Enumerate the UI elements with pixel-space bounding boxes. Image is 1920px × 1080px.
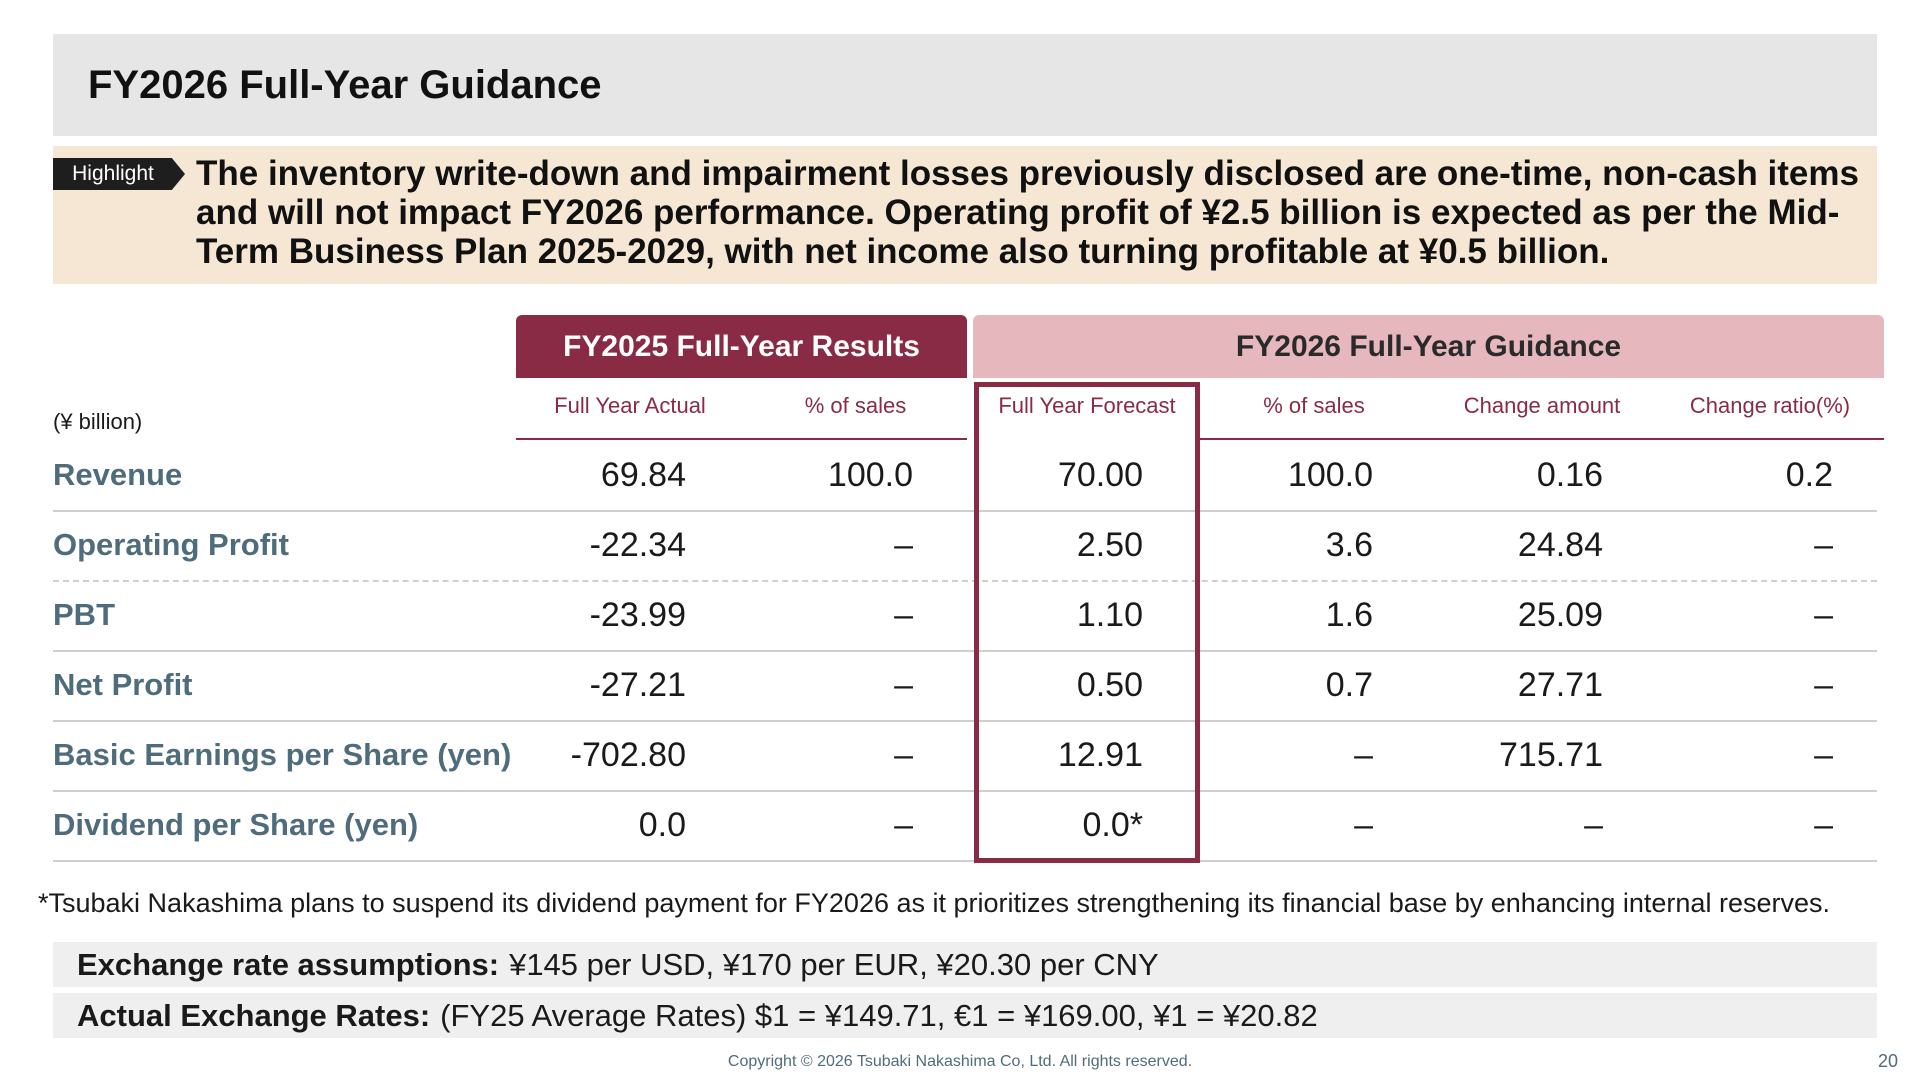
row-label: Operating Profit: [53, 527, 289, 562]
cell-full-year-actual: -23.99: [589, 596, 686, 634]
row-label: Revenue: [53, 457, 183, 492]
cell-change-amount: –: [1584, 806, 1603, 844]
cell-pct-sales-forecast: 0.7: [1325, 666, 1373, 704]
fx-actual-label: Actual Exchange Rates:: [77, 997, 431, 1033]
cell-change-ratio: –: [1814, 596, 1833, 634]
cell-full-year-forecast: 2.50: [1076, 526, 1143, 564]
col-header-pct-sales-actual: % of sales: [804, 393, 907, 418]
cell-pct-sales-forecast: –: [1354, 806, 1373, 844]
cell-change-amount: 27.71: [1517, 666, 1603, 704]
cell-change-ratio: –: [1814, 526, 1833, 564]
copyright: Copyright © 2026 Tsubaki Nakashima Co, L…: [727, 1053, 1193, 1070]
cell-pct-sales-actual: 100.0: [827, 456, 913, 494]
cell-pct-sales-actual: –: [894, 736, 913, 774]
table-row: Operating Profit -22.34 – 2.50 3.6 24.84…: [53, 510, 1884, 580]
table-row: Basic Earnings per Share (yen) -702.80 –…: [53, 720, 1884, 790]
cell-change-amount: 25.09: [1517, 596, 1603, 634]
cell-change-ratio: –: [1814, 736, 1833, 774]
col-header-full-year-actual: Full Year Actual: [554, 393, 706, 418]
cell-pct-sales-forecast: 1.6: [1325, 596, 1373, 634]
cell-pct-sales-forecast: 100.0: [1287, 456, 1373, 494]
cell-full-year-forecast: 0.0*: [1082, 806, 1144, 844]
row-divider: [53, 860, 1877, 862]
cell-full-year-actual: 0.0: [638, 806, 686, 844]
cell-full-year-actual: -702.80: [570, 736, 686, 774]
cell-pct-sales-actual: –: [894, 806, 913, 844]
header-underline-results: [516, 438, 967, 440]
cell-pct-sales-forecast: 3.6: [1325, 526, 1373, 564]
col-header-full-year-forecast: Full Year Forecast: [998, 393, 1176, 418]
cell-change-ratio: –: [1814, 806, 1833, 844]
row-label: Basic Earnings per Share (yen): [53, 737, 512, 772]
table-row: PBT -23.99 – 1.10 1.6 25.09 –: [53, 580, 1884, 650]
unit-label: (¥ billion): [53, 409, 143, 434]
table-row: Net Profit -27.21 – 0.50 0.7 27.71 –: [53, 650, 1884, 720]
row-divider: [53, 790, 1877, 792]
row-label: Dividend per Share (yen): [53, 807, 419, 842]
cell-full-year-forecast: 12.91: [1057, 736, 1143, 774]
cell-full-year-forecast: 1.10: [1076, 596, 1143, 634]
header-underline-guidance: [1200, 438, 1884, 440]
fx-assumptions-label: Exchange rate assumptions:: [77, 946, 500, 982]
row-divider: [53, 580, 1877, 582]
cell-full-year-forecast: 70.00: [1057, 456, 1143, 494]
cell-pct-sales-actual: –: [894, 666, 913, 704]
col-header-pct-sales-forecast: % of sales: [1263, 393, 1365, 418]
cell-change-amount: 0.16: [1536, 456, 1603, 494]
dividend-footnote: *Tsubaki Nakashima plans to suspend its …: [38, 888, 1830, 918]
cell-pct-sales-actual: –: [894, 596, 913, 634]
cell-full-year-forecast: 0.50: [1076, 666, 1143, 704]
exchange-rate-assumptions: Exchange rate assumptions: ¥145 per USD,…: [53, 942, 1877, 987]
col-header-change-ratio: Change ratio(%): [1689, 393, 1851, 418]
title-bar: FY2026 Full-Year Guidance: [53, 34, 1877, 136]
cell-pct-sales-forecast: –: [1354, 736, 1373, 774]
cell-change-amount: 24.84: [1517, 526, 1603, 564]
fx-assumptions-text: ¥145 per USD, ¥170 per EUR, ¥20.30 per C…: [509, 946, 1159, 982]
cell-full-year-actual: -22.34: [589, 526, 686, 564]
col-header-change-amount: Change amount: [1463, 393, 1621, 418]
table-row: Dividend per Share (yen) 0.0 – 0.0* – – …: [53, 790, 1884, 860]
row-divider: [53, 510, 1877, 512]
highlight-box: Highlight The inventory write-down and i…: [53, 146, 1877, 284]
forecast-column-highlight: [974, 382, 1200, 863]
cell-pct-sales-actual: –: [894, 526, 913, 564]
cell-full-year-actual: -27.21: [589, 666, 686, 704]
row-label: Net Profit: [53, 667, 193, 702]
table-row: Revenue 69.84 100.0 70.00 100.0 0.16 0.2: [53, 440, 1884, 510]
page-title: FY2026 Full-Year Guidance: [88, 62, 602, 107]
row-label: PBT: [53, 597, 115, 632]
row-divider: [53, 720, 1877, 722]
actual-exchange-rates: Actual Exchange Rates: (FY25 Average Rat…: [53, 993, 1877, 1038]
page-number: 20: [1877, 1051, 1898, 1071]
cell-change-ratio: –: [1814, 666, 1833, 704]
group-header-guidance: FY2026 Full-Year Guidance: [973, 315, 1884, 378]
cell-full-year-actual: 69.84: [600, 456, 686, 494]
cell-change-amount: 715.71: [1499, 736, 1603, 774]
cell-change-ratio: 0.2: [1785, 456, 1833, 494]
fx-actual-text: (FY25 Average Rates) $1 = ¥149.71, €1 = …: [440, 997, 1318, 1033]
highlight-text: The inventory write-down and impairment …: [196, 154, 1859, 271]
highlight-tag: Highlight: [53, 158, 185, 190]
group-header-results: FY2025 Full-Year Results: [516, 315, 967, 378]
row-divider: [53, 650, 1877, 652]
